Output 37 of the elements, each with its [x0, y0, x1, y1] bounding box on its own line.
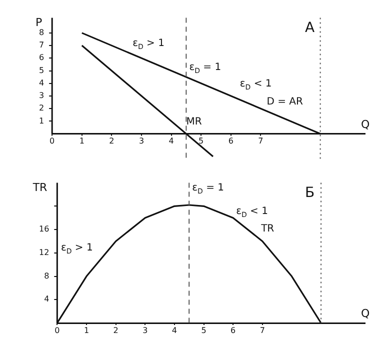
- y-axis-title: TR: [32, 180, 48, 194]
- y-tick-label: 5: [38, 66, 44, 75]
- series-label: D = AR: [266, 96, 303, 108]
- x-tick-label: 4: [168, 136, 174, 146]
- y-tick-label: 2: [38, 104, 44, 113]
- x-tick-label: 3: [138, 136, 144, 146]
- y-tick-label: 7: [38, 40, 44, 50]
- x-tick-label: 2: [109, 136, 114, 146]
- y-tick-label: 8: [44, 271, 50, 280]
- y-tick-label: 16: [38, 224, 50, 234]
- x-axis-title: Q: [361, 118, 370, 131]
- y-tick-label: 1: [38, 116, 44, 126]
- y-tick-label: 3: [38, 91, 44, 100]
- x-tick-label: 2: [113, 326, 118, 335]
- y-axis-title: P: [35, 16, 42, 29]
- x-tick-label: 7: [260, 326, 265, 335]
- x-tick-label: 6: [228, 136, 234, 146]
- y-tick-label: 12: [38, 248, 50, 257]
- x-tick-label: 1: [84, 326, 90, 335]
- x-tick-label: 4: [172, 326, 177, 335]
- x-tick-label: 0: [54, 326, 60, 335]
- x-tick-label: 7: [258, 136, 264, 146]
- series-label: TR: [260, 223, 274, 234]
- y-tick-label: 4: [44, 294, 50, 304]
- x-axis-title: Q: [361, 307, 370, 320]
- annotation: Б: [305, 184, 315, 201]
- x-tick-label: 0: [50, 136, 55, 146]
- series-label: MR: [186, 116, 202, 128]
- x-tick-label: 3: [142, 326, 148, 335]
- y-tick-label: 4: [38, 78, 44, 88]
- annotation: А: [305, 20, 315, 36]
- x-tick-label: 5: [198, 136, 204, 146]
- y-tick-label: 6: [38, 53, 44, 62]
- y-tick-label: 8: [38, 28, 44, 38]
- x-tick-label: 5: [201, 326, 206, 335]
- x-tick-label: 1: [79, 136, 84, 146]
- x-tick-label: 6: [230, 326, 236, 335]
